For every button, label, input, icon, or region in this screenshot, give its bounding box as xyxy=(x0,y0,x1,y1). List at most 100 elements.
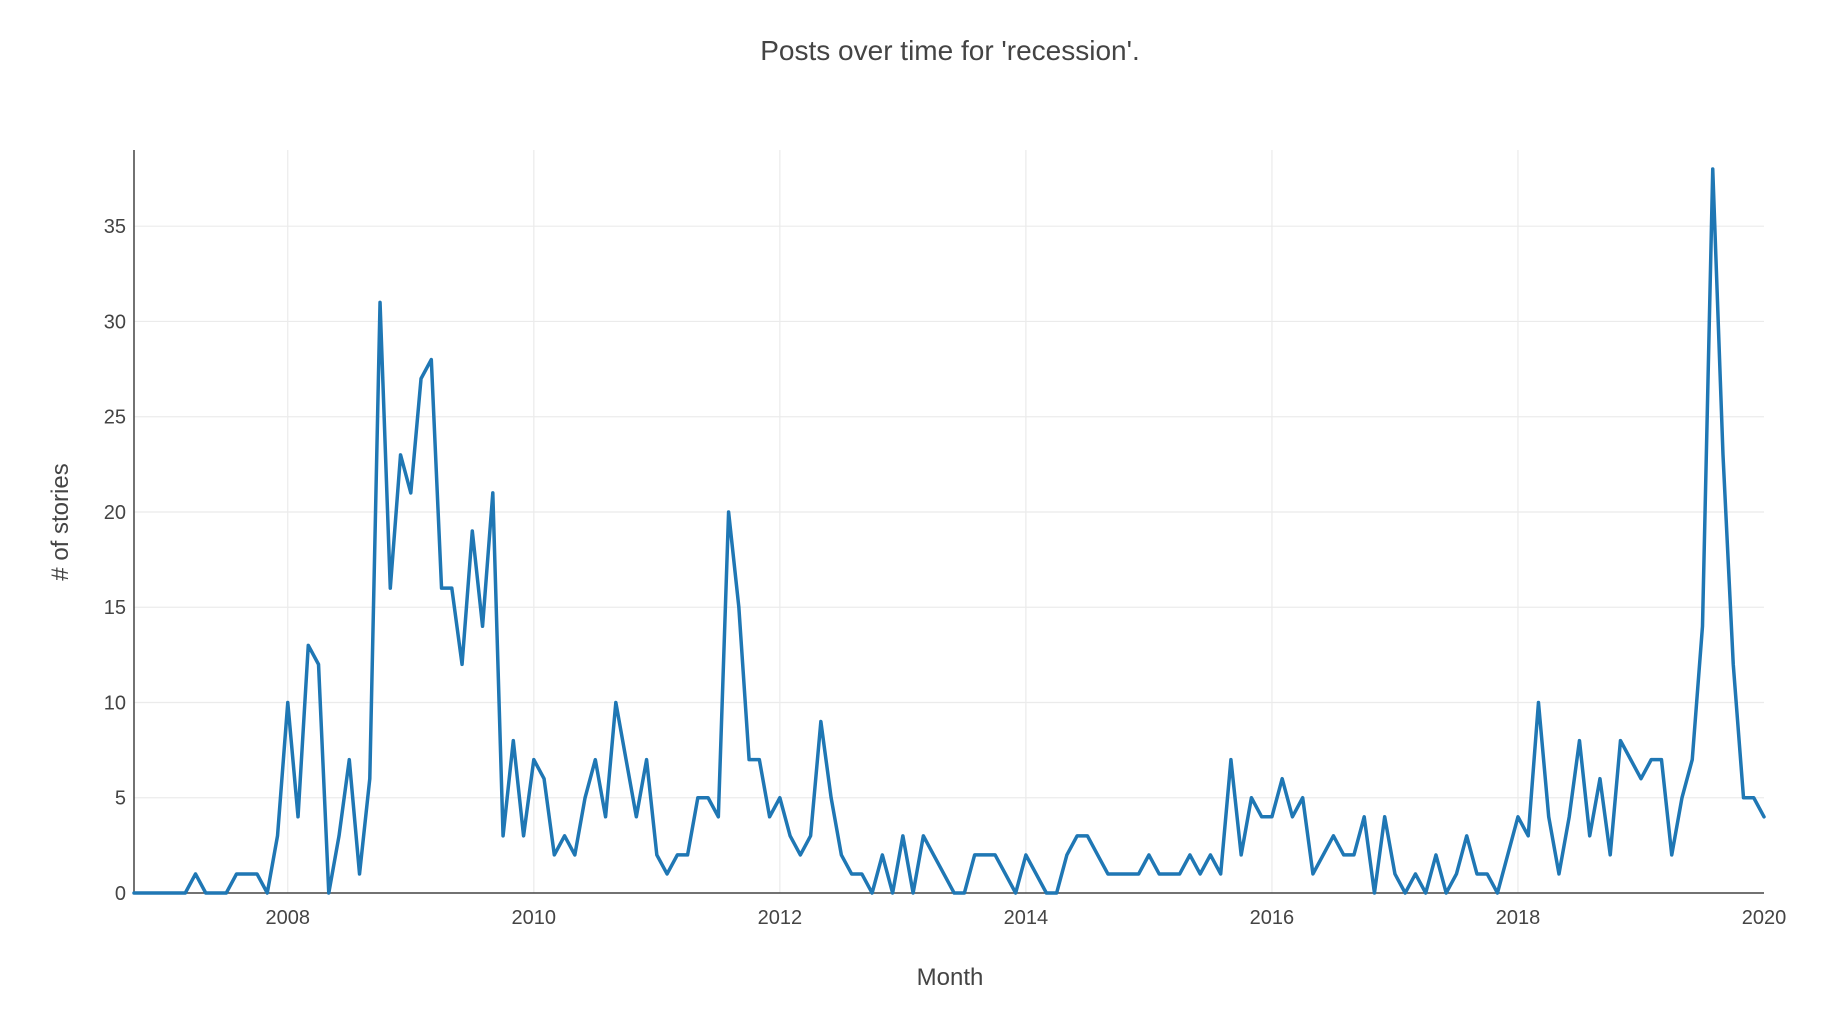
data-point[interactable]: 2009-07: 19 xyxy=(469,528,475,534)
data-point[interactable]: 2007-06: 0 xyxy=(213,890,219,896)
data-point[interactable]: 2011-11: 7 xyxy=(756,757,762,763)
data-point[interactable]: 2009-02: 27 xyxy=(418,376,424,382)
data-point[interactable]: 2012-06: 5 xyxy=(828,795,834,801)
data-point[interactable]: 2010-10: 7 xyxy=(623,757,629,763)
data-point[interactable]: 2013-11: 1 xyxy=(1002,871,1008,877)
data-point[interactable]: 2017-05: 2 xyxy=(1433,852,1439,858)
data-point[interactable]: 2013-06: 0 xyxy=(951,890,957,896)
data-point[interactable]: 2013-03: 3 xyxy=(920,833,926,839)
data-point[interactable]: 2017-02: 0 xyxy=(1402,890,1408,896)
data-point[interactable]: 2012-05: 9 xyxy=(818,719,824,725)
data-point[interactable]: 2012-07: 2 xyxy=(838,852,844,858)
data-point[interactable]: 2019-03: 7 xyxy=(1658,757,1664,763)
data-point[interactable]: 2015-10: 2 xyxy=(1238,852,1244,858)
data-point[interactable]: 2017-09: 1 xyxy=(1474,871,1480,877)
data-point[interactable]: 2013-04: 2 xyxy=(931,852,937,858)
data-point[interactable]: 2014-04: 0 xyxy=(1054,890,1060,896)
data-point[interactable]: 2009-03: 28 xyxy=(428,357,434,363)
data-point[interactable]: 2011-02: 1 xyxy=(664,871,670,877)
data-point[interactable]: 2009-12: 3 xyxy=(521,833,527,839)
data-point[interactable]: 2013-10: 2 xyxy=(992,852,998,858)
data-point[interactable]: 2018-10: 2 xyxy=(1607,852,1613,858)
data-point[interactable]: 2015-07: 2 xyxy=(1207,852,1213,858)
data-point[interactable]: 2016-02: 6 xyxy=(1279,776,1285,782)
data-point[interactable]: 2007-09: 1 xyxy=(244,871,250,877)
data-point[interactable]: 2007-03: 0 xyxy=(182,890,188,896)
data-point[interactable]: 2015-06: 1 xyxy=(1197,871,1203,877)
data-point[interactable]: 2008-08: 1 xyxy=(357,871,363,877)
data-point[interactable]: 2016-08: 2 xyxy=(1341,852,1347,858)
data-point[interactable]: 2009-11: 8 xyxy=(510,738,516,744)
data-point[interactable]: 2020-01: 4 xyxy=(1761,814,1767,820)
data-point[interactable]: 2011-01: 2 xyxy=(654,852,660,858)
data-point[interactable]: 2013-12: 0 xyxy=(1013,890,1019,896)
data-point[interactable]: 2008-03: 13 xyxy=(305,642,311,648)
data-point[interactable]: 2010-06: 5 xyxy=(582,795,588,801)
data-point[interactable]: 2014-02: 1 xyxy=(1033,871,1039,877)
data-point[interactable]: 2014-05: 2 xyxy=(1064,852,1070,858)
data-point[interactable]: 2015-04: 1 xyxy=(1177,871,1183,877)
data-point[interactable]: 2011-05: 5 xyxy=(695,795,701,801)
data-point[interactable]: 2015-02: 1 xyxy=(1156,871,1162,877)
data-point[interactable]: 2011-10: 7 xyxy=(746,757,752,763)
data-point[interactable]: 2009-01: 21 xyxy=(408,490,414,496)
data-point[interactable]: 2018-11: 8 xyxy=(1617,738,1623,744)
data-point[interactable]: 2017-03: 1 xyxy=(1412,871,1418,877)
data-point[interactable]: 2018-07: 8 xyxy=(1576,738,1582,744)
data-point[interactable]: 2013-09: 2 xyxy=(982,852,988,858)
data-point[interactable]: 2018-01: 4 xyxy=(1515,814,1521,820)
data-point[interactable]: 2018-05: 1 xyxy=(1556,871,1562,877)
data-point[interactable]: 2007-02: 0 xyxy=(172,890,178,896)
data-point[interactable]: 2016-04: 5 xyxy=(1300,795,1306,801)
data-point[interactable]: 2007-05: 0 xyxy=(203,890,209,896)
data-point[interactable]: 2014-01: 2 xyxy=(1023,852,1029,858)
data-point[interactable]: 2019-09: 23 xyxy=(1720,452,1726,458)
data-point[interactable]: 2007-08: 1 xyxy=(234,871,240,877)
data-point[interactable]: 2016-10: 4 xyxy=(1361,814,1367,820)
data-point[interactable]: 2010-07: 7 xyxy=(592,757,598,763)
data-point[interactable]: 2010-05: 2 xyxy=(572,852,578,858)
data-point[interactable]: 2018-02: 3 xyxy=(1525,833,1531,839)
data-point[interactable]: 2008-01: 10 xyxy=(285,699,291,705)
data-point[interactable]: 2016-12: 4 xyxy=(1382,814,1388,820)
data-point[interactable]: 2009-10: 3 xyxy=(500,833,506,839)
data-point[interactable]: 2010-09: 10 xyxy=(613,699,619,705)
data-point[interactable]: 2011-12: 4 xyxy=(767,814,773,820)
data-point[interactable]: 2006-12: 0 xyxy=(152,890,158,896)
data-point[interactable]: 2017-04: 0 xyxy=(1423,890,1429,896)
data-point[interactable]: 2013-05: 1 xyxy=(941,871,947,877)
data-point[interactable]: 2012-09: 1 xyxy=(859,871,865,877)
data-point[interactable]: 2014-10: 1 xyxy=(1115,871,1121,877)
data-point[interactable]: 2018-06: 4 xyxy=(1566,814,1572,820)
data-point[interactable]: 2014-03: 0 xyxy=(1043,890,1049,896)
data-point[interactable]: 2009-04: 16 xyxy=(439,585,445,591)
data-point[interactable]: 2012-01: 5 xyxy=(777,795,783,801)
data-point[interactable]: 2011-09: 15 xyxy=(736,604,742,610)
data-point[interactable]: 2016-07: 3 xyxy=(1330,833,1336,839)
data-point[interactable]: 2018-08: 3 xyxy=(1587,833,1593,839)
data-point[interactable]: 2016-01: 4 xyxy=(1269,814,1275,820)
data-point[interactable]: 2008-12: 23 xyxy=(398,452,404,458)
data-point[interactable]: 2012-12: 0 xyxy=(890,890,896,896)
data-point[interactable]: 2017-10: 1 xyxy=(1484,871,1490,877)
data-point[interactable]: 2018-04: 4 xyxy=(1546,814,1552,820)
data-point[interactable]: 2019-04: 2 xyxy=(1669,852,1675,858)
data-point[interactable]: 2019-07: 14 xyxy=(1699,623,1705,629)
data-point[interactable]: 2012-10: 0 xyxy=(869,890,875,896)
data-point[interactable]: 2016-09: 2 xyxy=(1351,852,1357,858)
data-point[interactable]: 2008-09: 6 xyxy=(367,776,373,782)
data-point[interactable]: 2012-11: 2 xyxy=(879,852,885,858)
data-point[interactable]: 2007-04: 1 xyxy=(193,871,199,877)
data-point[interactable]: 2010-03: 2 xyxy=(551,852,557,858)
data-point[interactable]: 2019-05: 5 xyxy=(1679,795,1685,801)
data-point[interactable]: 2019-06: 7 xyxy=(1689,757,1695,763)
data-point[interactable]: 2009-08: 14 xyxy=(480,623,486,629)
data-point[interactable]: 2014-07: 3 xyxy=(1084,833,1090,839)
data-point[interactable]: 2010-01: 7 xyxy=(531,757,537,763)
data-point[interactable]: 2019-02: 7 xyxy=(1648,757,1654,763)
data-point[interactable]: 2010-04: 3 xyxy=(562,833,568,839)
data-point[interactable]: 2008-06: 3 xyxy=(336,833,342,839)
data-point[interactable]: 2008-07: 7 xyxy=(346,757,352,763)
data-point[interactable]: 2013-01: 3 xyxy=(900,833,906,839)
data-point[interactable]: 2006-10: 0 xyxy=(131,890,137,896)
